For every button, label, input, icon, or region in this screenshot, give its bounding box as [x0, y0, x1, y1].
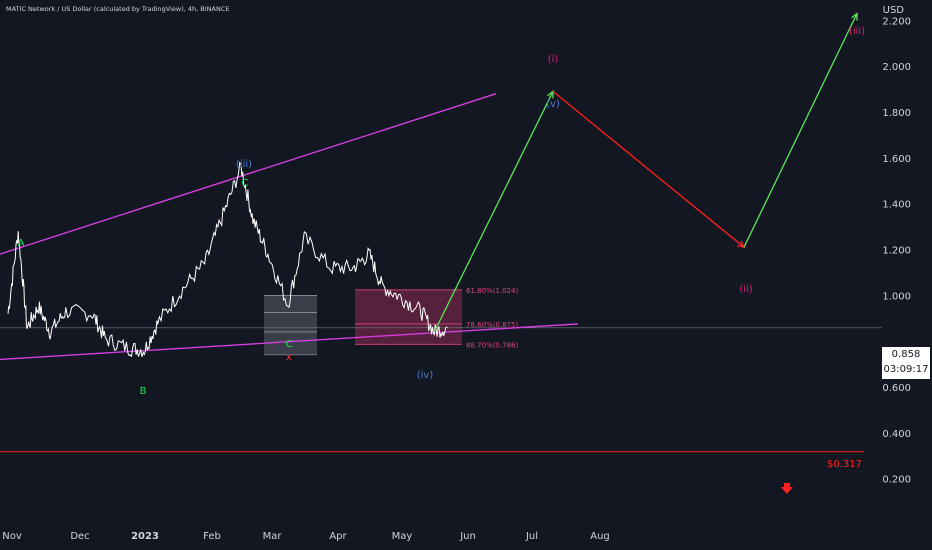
x-tick-label: Apr — [329, 531, 347, 542]
wave-label: C — [242, 178, 249, 189]
fib-level-label: 88.70%(0.786) — [466, 341, 518, 349]
wave-label: (iii) — [849, 26, 865, 37]
wave-label: A — [18, 238, 25, 249]
x-tick-label: Aug — [590, 531, 610, 542]
projection-segment — [433, 91, 554, 333]
x-tick-label: Mar — [263, 531, 283, 542]
fib-level-label: 61.80%(1.024) — [466, 287, 518, 295]
x-tick-label: Jun — [459, 531, 476, 542]
y-tick-label: 1.000 — [882, 291, 911, 302]
projection-segment — [552, 90, 745, 248]
channel-lower-line — [0, 323, 579, 361]
x-tick-label: Dec — [70, 531, 89, 542]
target-label: $0.317 — [827, 459, 862, 470]
y-tick-label: 2.000 — [882, 62, 911, 73]
currency-label: USD — [882, 5, 904, 16]
projection-arrowhead — [851, 12, 858, 21]
current-price-value: 0.858 — [891, 349, 921, 360]
price-series-line — [7, 161, 448, 358]
current-price-tag: 0.858 03:09:17 — [882, 347, 930, 379]
wave-label: (iii) — [236, 159, 252, 170]
projection-segment — [743, 13, 858, 248]
x-tick-label: Feb — [203, 531, 221, 542]
channel-upper-line — [0, 93, 497, 255]
wave-label: (i) — [548, 54, 559, 65]
x-tick-label: May — [392, 531, 413, 542]
y-tick-label: 0.400 — [882, 429, 911, 440]
wave-label: (ii) — [739, 284, 752, 295]
x-tick-label: Nov — [2, 531, 22, 542]
fib-level-label: 78.60%(0.875) — [466, 321, 518, 329]
y-tick-label: 1.600 — [882, 154, 911, 165]
y-tick-label: 1.400 — [882, 200, 911, 211]
y-tick-label: 0.200 — [882, 475, 911, 486]
wave-label: (iv) — [417, 370, 434, 381]
grey-zone — [264, 295, 317, 355]
chart-title: MATIC Network / US Dollar (calculated by… — [6, 5, 230, 13]
y-tick-label: 0.600 — [882, 383, 911, 394]
wave-label: C — [286, 339, 293, 350]
x-tick-label: 2023 — [131, 531, 159, 542]
wave-label: B — [140, 386, 147, 397]
wave-label: (v) — [546, 99, 560, 110]
target-arrow-icon — [781, 483, 793, 494]
y-tick-label: 1.800 — [882, 108, 911, 119]
y-tick-label: 1.200 — [882, 245, 911, 256]
y-tick-label: 2.200 — [882, 16, 911, 27]
bar-countdown: 03:09:17 — [883, 364, 929, 375]
wave-label: x — [286, 352, 292, 363]
x-tick-label: Jul — [525, 531, 538, 542]
